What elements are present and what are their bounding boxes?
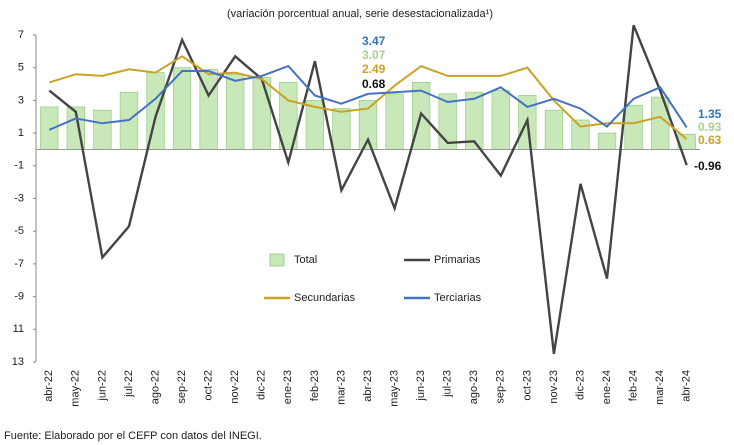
annotation: 1.35 [698, 107, 722, 121]
y-tick-label: 3 [18, 94, 24, 106]
x-tick-label: may-23 [388, 370, 400, 407]
chart-title: (variación porcentual anual, serie deses… [227, 8, 493, 20]
line-series [48, 64, 688, 131]
x-tick-label: mar-23 [335, 370, 347, 405]
x-tick-label: ene-23 [282, 370, 294, 404]
bar [226, 73, 245, 150]
x-tick-label: abr-23 [362, 370, 374, 402]
annotation: -0.96 [694, 159, 722, 173]
bar [624, 104, 643, 150]
y-tick-label: 1 [18, 127, 24, 139]
legend-label: Terciarias [434, 292, 482, 304]
bar [93, 109, 112, 150]
x-tick-label: feb-23 [309, 370, 321, 401]
x-tick-label: feb-24 [628, 370, 640, 401]
y-tick-label: 7 [18, 29, 24, 41]
line-series [49, 55, 688, 140]
line-series [48, 24, 688, 354]
source: Fuente: Elaborado por el CEFP con datos … [4, 430, 262, 442]
x-tick-label: oct-23 [521, 370, 533, 401]
legend-swatch [269, 253, 285, 267]
x-tick-label: nov-23 [548, 370, 560, 404]
x-tick-label: mar-24 [654, 370, 666, 405]
x-tick-label: ene-24 [601, 370, 613, 404]
bar [332, 108, 351, 150]
annotation: 2.49 [362, 62, 386, 76]
x-tick-label: jun-23 [415, 370, 427, 402]
bar [172, 67, 192, 150]
x-tick-label: sep-22 [176, 370, 188, 404]
x-tick-label: ago-23 [468, 370, 480, 404]
y-tick-label: -7 [14, 258, 24, 270]
legend-label: Total [294, 254, 317, 266]
annotation: 0.68 [362, 77, 386, 91]
annotation: 0.63 [698, 133, 722, 147]
legend-label: Secundarias [294, 292, 356, 304]
x-tick-label: jul-23 [442, 370, 454, 398]
x-tick-label: may-22 [70, 370, 82, 407]
x-tick-label: dic-22 [256, 370, 268, 400]
x-tick-label: ago-22 [149, 370, 161, 404]
x-tick-label: jul-22 [123, 370, 135, 398]
x-tick-label: sep-23 [495, 370, 507, 404]
annotation: 0.93 [698, 120, 722, 134]
x-tick-label: nov-22 [229, 370, 241, 404]
x-tick-label: abr-24 [681, 370, 693, 402]
legend-label: Primarias [434, 254, 481, 266]
y-tick-label: -3 [14, 192, 24, 204]
bar [252, 77, 271, 150]
x-tick-label: jun-22 [96, 370, 108, 402]
x-tick-label: dic-23 [574, 370, 586, 400]
y-tick-label: 11 [13, 323, 24, 335]
y-tick-label: 5 [18, 62, 24, 74]
y-tick-label: -5 [14, 225, 24, 237]
x-tick-label: oct-22 [203, 370, 215, 401]
bar [597, 132, 617, 150]
y-tick-label: 13 [12, 356, 24, 368]
annotation: 3.47 [362, 34, 386, 48]
bar [544, 109, 564, 150]
y-tick-label: -1 [14, 160, 24, 172]
bar [491, 90, 510, 150]
x-tick-label: abr-22 [43, 370, 55, 402]
annotation: 3.07 [362, 48, 386, 62]
bar [385, 93, 404, 150]
bar [571, 119, 590, 150]
y-tick-label: -9 [14, 291, 24, 303]
